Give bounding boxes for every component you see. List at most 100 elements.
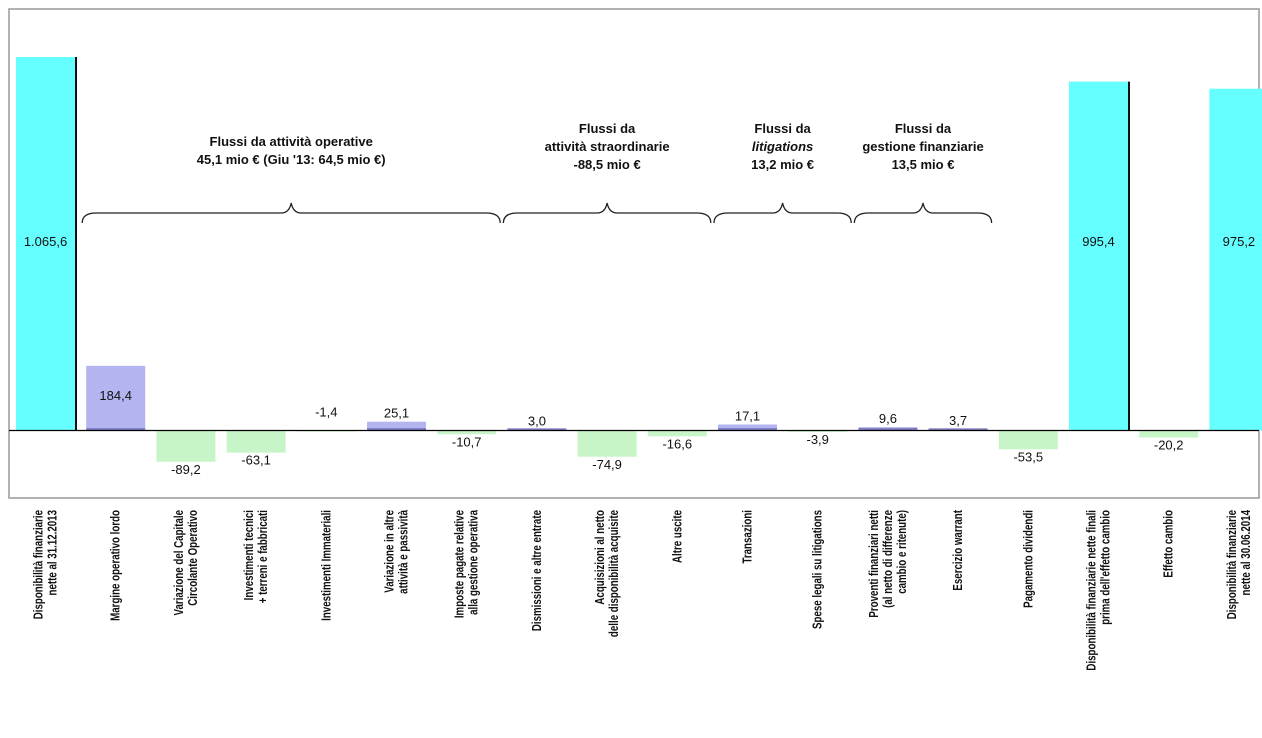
category-label-line: Esercizio warrant bbox=[952, 510, 965, 591]
category-label-line: Transazioni bbox=[741, 510, 754, 564]
value-label-17: 975,2 bbox=[1223, 234, 1256, 249]
bar-15 bbox=[1069, 81, 1128, 431]
category-label-line: cambio e ritenute) bbox=[896, 510, 909, 594]
annotation-text-1: Flussi da attività straordinarie -88,5 mio… bbox=[545, 121, 670, 172]
value-label-16: -20,2 bbox=[1154, 438, 1184, 453]
category-label-line: Acquisizioni al netto bbox=[594, 510, 607, 605]
category-label-12: Proventi finanziari netti (al netto di di… bbox=[868, 510, 909, 618]
annotation-line: attività straordinarie bbox=[545, 139, 670, 154]
bar-8 bbox=[577, 430, 637, 457]
category-label-13: Esercizio warrant bbox=[952, 510, 965, 591]
annotation-text-0: Flussi da attività operative 45,1 mio € (… bbox=[197, 134, 386, 167]
value-label-6: -10,7 bbox=[452, 434, 482, 449]
value-label-9: -16,6 bbox=[662, 436, 692, 451]
bars-group bbox=[16, 57, 1262, 462]
annotation-line: 13,5 mio € bbox=[892, 157, 955, 172]
category-label-line: Investimenti Immateriali bbox=[320, 510, 333, 621]
annotation-line: 13,2 mio € bbox=[751, 157, 814, 172]
category-label-line: Disponibilità finanziarie nette finali bbox=[1085, 510, 1098, 671]
value-label-7: 3,0 bbox=[528, 413, 546, 428]
category-label-line: Altre uscite bbox=[671, 510, 684, 563]
category-label-line: nette al 30.06.2014 bbox=[1240, 509, 1253, 595]
category-label-11: Spese legali su litigations bbox=[812, 510, 825, 629]
annotation-brace-1 bbox=[502, 202, 712, 224]
bar-16 bbox=[1139, 430, 1199, 438]
bar-5 bbox=[367, 421, 426, 431]
annotation-line: Flussi da bbox=[579, 121, 636, 136]
category-label-9: Altre uscite bbox=[671, 510, 684, 563]
annotation-brace-0 bbox=[81, 202, 501, 224]
value-label-14: -53,5 bbox=[1013, 449, 1043, 464]
value-label-11: -3,9 bbox=[806, 432, 828, 447]
category-label-line: nette al 31.12.2013 bbox=[46, 510, 59, 595]
category-label-line: delle disponibilità acquisite bbox=[608, 510, 621, 637]
category-label-10: Transazioni bbox=[741, 510, 754, 564]
value-label-8: -74,9 bbox=[592, 457, 622, 472]
bar-1 bbox=[86, 365, 146, 431]
annotation-line: -88,5 mio € bbox=[573, 157, 640, 172]
annotation-line: Flussi da bbox=[895, 121, 952, 136]
category-label-line: Variazione del Capitale bbox=[173, 510, 186, 615]
category-label-line: + terreni e fabbricati bbox=[257, 510, 270, 603]
category-label-16: Effetto cambio bbox=[1163, 510, 1176, 578]
bar-11 bbox=[788, 430, 848, 432]
value-label-10: 17,1 bbox=[735, 409, 760, 424]
category-label-15: Disponibilità finanziarie nette finali pr… bbox=[1085, 510, 1112, 671]
bar-14 bbox=[998, 430, 1058, 450]
bar-10 bbox=[718, 424, 777, 431]
annotation-line: Flussi da bbox=[754, 121, 811, 136]
value-label-2: -89,2 bbox=[171, 462, 201, 477]
category-label-5: Variazione in altre attività e passività bbox=[383, 509, 410, 594]
category-label-2: Variazione del Capitale Circolante Operat… bbox=[173, 510, 200, 616]
category-label-line: Disponibilità finanziarie bbox=[32, 510, 45, 619]
category-labels-group: Disponibilità finanziarie nette al 31.12.… bbox=[32, 509, 1253, 670]
value-label-5: 25,1 bbox=[384, 406, 409, 421]
value-label-12: 9,6 bbox=[879, 411, 897, 426]
category-label-line: Effetto cambio bbox=[1163, 510, 1176, 578]
bar-9 bbox=[647, 430, 707, 437]
value-label-13: 3,7 bbox=[949, 413, 967, 428]
category-label-4: Investimenti Immateriali bbox=[320, 510, 333, 621]
category-label-line: Circolante Operativo bbox=[187, 510, 200, 606]
bar-0 bbox=[16, 57, 75, 431]
value-label-4: -1,4 bbox=[315, 405, 337, 420]
category-label-line: Dismissioni e altre entrate bbox=[531, 510, 544, 631]
category-label-7: Dismissioni e altre entrate bbox=[531, 510, 544, 631]
category-label-0: Disponibilità finanziarie nette al 31.12.… bbox=[32, 510, 59, 619]
bar-3 bbox=[226, 430, 286, 453]
annotation-line: litigations bbox=[752, 139, 813, 154]
category-label-3: Investimenti tecnici + terreni e fabbrica… bbox=[243, 510, 270, 603]
annotation-brace-2 bbox=[713, 202, 852, 224]
category-label-line: Proventi finanziari netti bbox=[868, 510, 881, 618]
annotation-brace-3 bbox=[853, 202, 993, 224]
category-label-line: Spese legali su litigations bbox=[812, 510, 825, 629]
category-label-line: Margine operativo lordo bbox=[110, 510, 123, 621]
annotations-group: Flussi da attività operative 45,1 mio € (… bbox=[81, 121, 993, 224]
annotation-line: gestione finanziarie bbox=[862, 139, 983, 154]
category-label-6: Imposte pagate relative alla gestione ope… bbox=[454, 509, 481, 618]
category-label-8: Acquisizioni al netto delle disponibilità… bbox=[594, 510, 621, 637]
category-label-14: Pagamento dividendi bbox=[1022, 510, 1035, 608]
value-label-1: 184,4 bbox=[99, 388, 132, 403]
value-label-15: 995,4 bbox=[1082, 234, 1115, 249]
plot-frame bbox=[8, 8, 1260, 499]
category-label-line: alla gestione operativa bbox=[468, 509, 481, 615]
category-label-line: attività e passività bbox=[397, 509, 410, 594]
bar-6 bbox=[437, 430, 497, 435]
category-label-1: Margine operativo lordo bbox=[110, 510, 123, 621]
category-label-line: Variazione in altre bbox=[383, 510, 396, 593]
annotation-text-3: Flussi da gestione finanziarie 13,5 mio € bbox=[862, 121, 983, 172]
annotation-line: Flussi da attività operative bbox=[210, 134, 373, 149]
bar-17 bbox=[1209, 88, 1262, 431]
category-label-line: Investimenti tecnici bbox=[243, 510, 256, 600]
value-label-3: -63,1 bbox=[241, 453, 271, 468]
bar-2 bbox=[156, 430, 216, 462]
category-label-line: Imposte pagate relative bbox=[454, 510, 467, 618]
category-label-line: (al netto di differenze bbox=[882, 510, 895, 608]
category-label-17: Disponibilità finanziarie nette al 30.06.… bbox=[1226, 509, 1253, 619]
category-label-line: Pagamento dividendi bbox=[1022, 510, 1035, 608]
value-labels-group: 1.065,6 184,4 -89,2 -63,1 -1,4 25,1 -10,7 3,0 -7… bbox=[24, 234, 1255, 477]
category-label-line: prima dell'effetto cambio bbox=[1099, 510, 1112, 625]
